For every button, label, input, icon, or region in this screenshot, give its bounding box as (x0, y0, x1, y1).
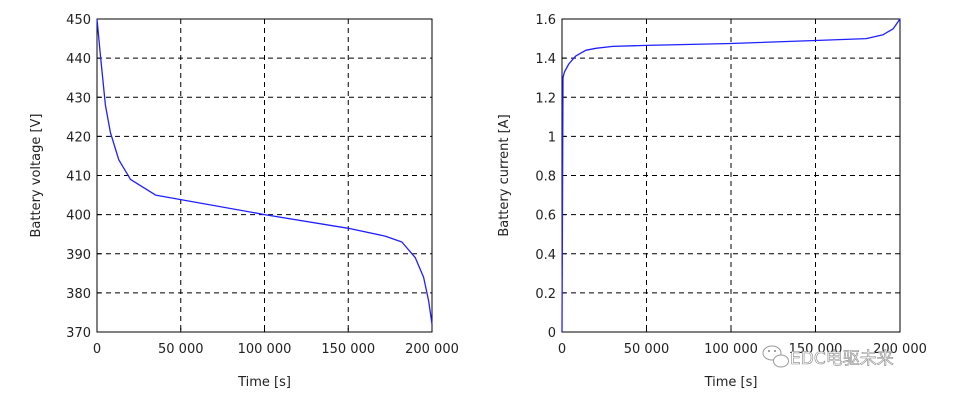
x-tick-label: 0 (93, 342, 101, 357)
watermark-text: EDC电驱未来 (790, 349, 894, 369)
data-line (96, 18, 433, 325)
y-tick-label: 430 (66, 91, 91, 106)
y-tick-label: 1 (548, 130, 556, 145)
x-tick-label: 100 000 (238, 342, 292, 357)
y-axis-label: Battery voltage [V] (29, 114, 44, 238)
y-tick-label: 390 (66, 248, 91, 263)
y-tick-label: 420 (66, 130, 91, 145)
y-tick-label: 370 (66, 326, 91, 341)
x-tick-label: 200 000 (873, 342, 927, 357)
y-tick-label: 1.2 (535, 91, 556, 106)
chart-current: 0 50 000 100 000 150 000 200 000 0 0.2 0.4 0.6 0.… (497, 13, 927, 390)
x-tick-label: 150 000 (321, 342, 375, 357)
y-tick-label: 0.6 (535, 209, 556, 224)
x-tick-label: 200 000 (405, 342, 459, 357)
y-tick-label: 1.4 (535, 52, 556, 67)
y-tick-label: 380 (66, 287, 91, 302)
x-tick-label: 0 (558, 342, 566, 357)
grid (97, 19, 432, 332)
y-tick-label: 1.6 (535, 13, 556, 28)
y-tick-label: 410 (66, 170, 91, 185)
wechat-logo-icon (762, 345, 789, 368)
x-tick-label: 50 000 (158, 342, 204, 357)
chart-voltage: 0 50 000 100 000 150 000 200 000 370 380 390 400… (29, 13, 459, 390)
y-tick-label: 440 (66, 52, 91, 67)
y-tick-label: 450 (66, 13, 91, 28)
y-axis-label: Battery current [A] (497, 114, 512, 236)
y-tick-label: 0.2 (535, 287, 556, 302)
x-tick-label: 150 000 (789, 342, 843, 357)
x-axis-label: Time [s] (237, 375, 291, 390)
data-line (561, 18, 901, 333)
x-axis-label: Time [s] (704, 375, 758, 390)
grid (562, 19, 900, 332)
y-tick-label: 0.4 (535, 248, 556, 263)
y-tick-label: 0 (548, 326, 556, 341)
y-tick-label: 400 (66, 209, 91, 224)
y-tick-label: 0.8 (535, 170, 556, 185)
x-tick-label: 50 000 (624, 342, 670, 357)
x-tick-label: 100 000 (704, 342, 758, 357)
watermark: EDC电驱未来 (762, 345, 894, 369)
